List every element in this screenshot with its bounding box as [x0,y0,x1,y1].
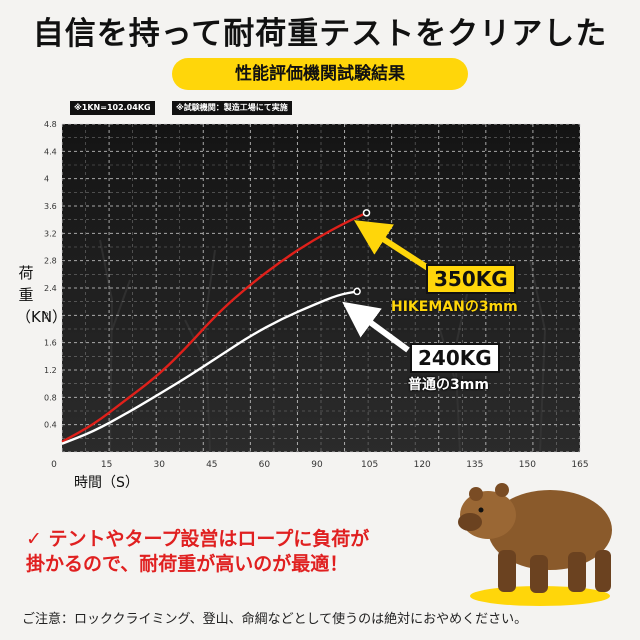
unit-note: ※1KN=102.04KG [70,101,155,115]
y-tick-label: 1.2 [44,366,57,375]
x-tick-label: 90 [311,460,323,470]
subtitle-banner: 性能評価機関試験結果 [172,58,468,90]
x-tick-label: 105 [361,460,378,470]
x-tick-label: 30 [153,460,165,470]
x-tick-label: 150 [519,460,536,470]
x-tick-label: 135 [466,460,483,470]
y-tick-label: 2.8 [44,257,57,266]
hikeman-label: HIKEMANの3mm [391,299,518,315]
series-line-hikeman [61,211,368,443]
y-tick-label: 1.6 [44,339,57,348]
caution-text: ご注意：ロッククライミング、登山、命綱などとして使うのは絶対におやめください。 [22,612,528,627]
yellow-arrow [353,220,430,271]
x-tick-label: 120 [414,460,431,470]
message-line-2: 掛かるので、耐荷重が高いのが最適！ [26,553,349,575]
test-org-note: ※試験機関：製造工場にて実施 [172,101,292,115]
peak-point-standard [353,287,361,296]
headline: 自信を持って耐荷重テストをクリアした [32,16,608,52]
y-tick-label: 4.8 [44,120,57,129]
x-tick-label: 0 [51,460,57,470]
y-tick-label: 2.4 [44,284,57,293]
y-tick-label: 3.6 [44,202,57,211]
y-tick-label: 4.4 [44,147,57,156]
standard-load-callout: 240KG [410,343,500,373]
x-tick-label: 60 [259,460,271,470]
chart-ticks: 0.4 0.8 1.2 1.6 2 2.4 2.8 3.2 3.6 4 4.4 4.8 0 15 30 45 6… [44,120,589,470]
y-axis-label: 荷重（KN） [16,264,68,326]
x-tick-label: 15 [101,460,112,470]
x-tick-label: 45 [206,460,217,470]
check-icon: ✓ [26,528,42,550]
y-tick-label: 3.2 [44,229,57,238]
chart-series [61,209,371,445]
hikeman-load-callout: 350KG [426,264,516,294]
y-tick-label: 0.8 [44,393,57,402]
y-tick-label: 2 [44,311,49,320]
series-line-standard [61,290,358,445]
y-tick-label: 0.4 [44,421,57,430]
message-line-1-text: テントやタープ設営はロープに負荷が [48,528,370,550]
bear-illustration [458,483,612,606]
y-tick-label: 4 [44,175,49,184]
peak-point-hikeman [362,209,371,217]
message-line-1: ✓ テントやタープ設営はロープに負荷が [26,527,456,551]
white-arrow [342,301,410,353]
x-tick-label: 165 [571,460,588,470]
x-axis-label: 時間（S） [74,475,139,491]
standard-label: 普通の3mm [408,377,489,393]
